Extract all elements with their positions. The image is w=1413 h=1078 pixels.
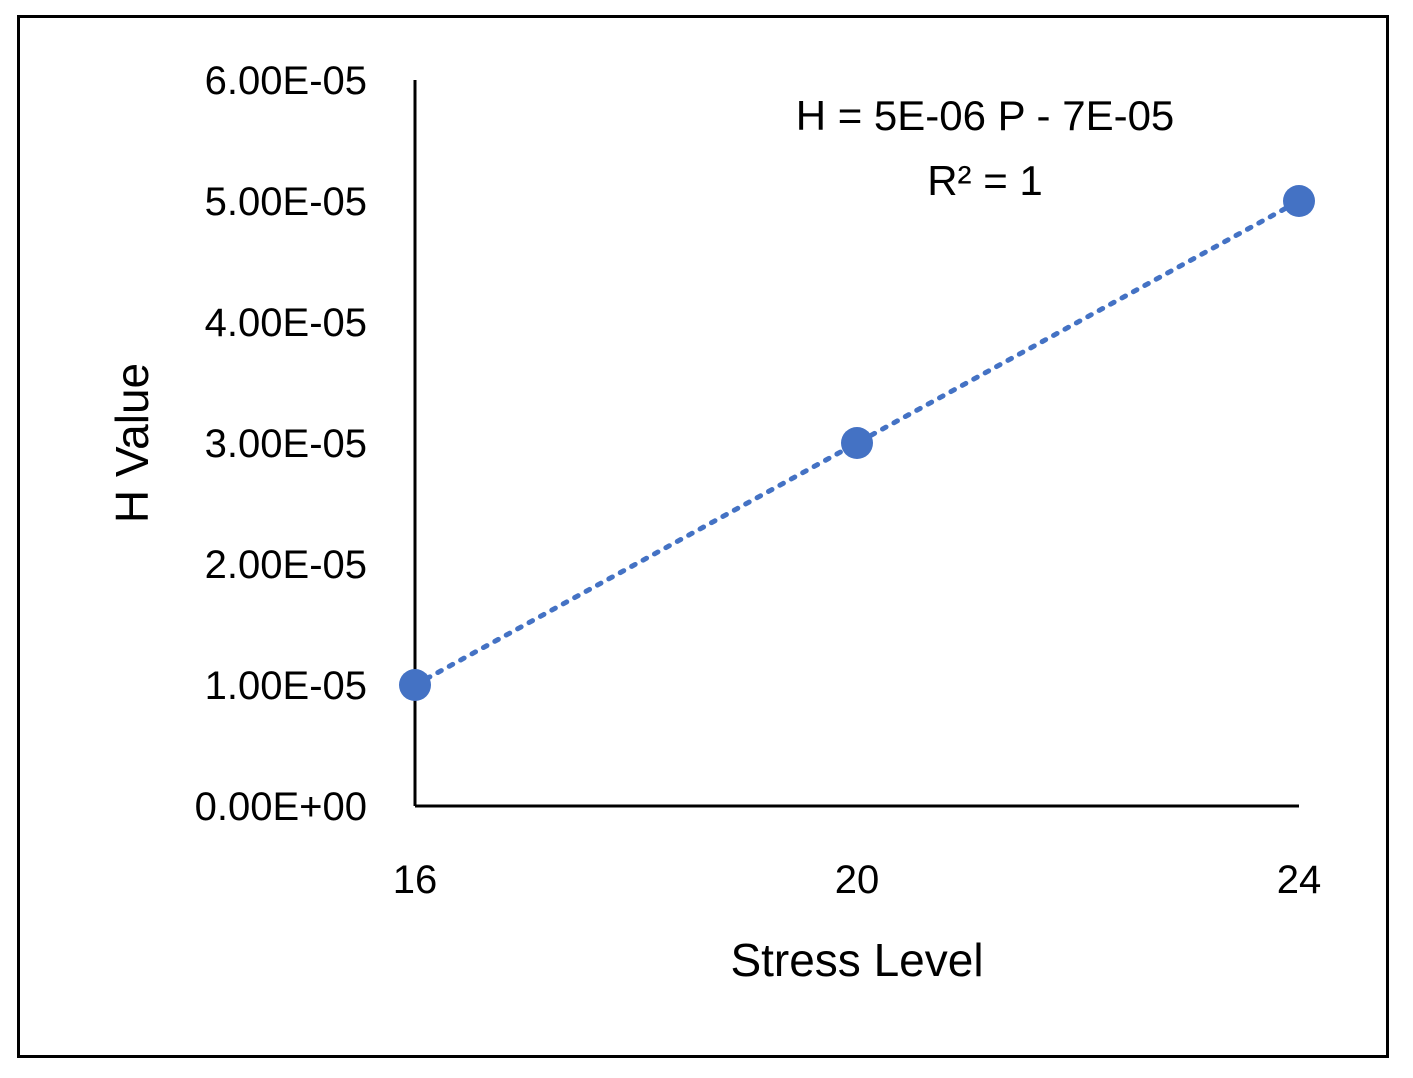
x-tick-label: 20 xyxy=(835,858,880,902)
x-axis-ticks: 16 20 24 xyxy=(393,858,1322,902)
trendline xyxy=(412,198,1302,688)
trendline-r-squared: R² = 1 xyxy=(927,157,1043,204)
x-tick-label: 16 xyxy=(393,858,438,902)
y-tick-label: 5.00E-05 xyxy=(205,180,367,224)
y-tick-label: 1.00E-05 xyxy=(205,664,367,708)
data-points xyxy=(399,185,1315,701)
data-point xyxy=(399,669,431,701)
y-tick-label: 6.00E-05 xyxy=(205,59,367,103)
y-tick-label: 3.00E-05 xyxy=(205,422,367,466)
scatter-chart: 0.00E+00 1.00E-05 2.00E-05 3.00E-05 4.00E-05… xyxy=(106,59,1322,986)
trendline-equation: H = 5E-06 P - 7E-05 xyxy=(796,92,1175,139)
y-tick-label: 0.00E+00 xyxy=(195,785,367,829)
chart-frame: 0.00E+00 1.00E-05 2.00E-05 3.00E-05 4.00E-05… xyxy=(17,15,1389,1058)
y-tick-label: 2.00E-05 xyxy=(205,543,367,587)
x-tick-label: 24 xyxy=(1277,858,1322,902)
y-axis-ticks: 0.00E+00 1.00E-05 2.00E-05 3.00E-05 4.00E-05… xyxy=(195,59,367,829)
data-point xyxy=(841,427,873,459)
data-point xyxy=(1283,185,1315,217)
y-axis-title: H Value xyxy=(106,363,158,523)
x-axis-title: Stress Level xyxy=(730,934,983,986)
y-tick-label: 4.00E-05 xyxy=(205,301,367,345)
